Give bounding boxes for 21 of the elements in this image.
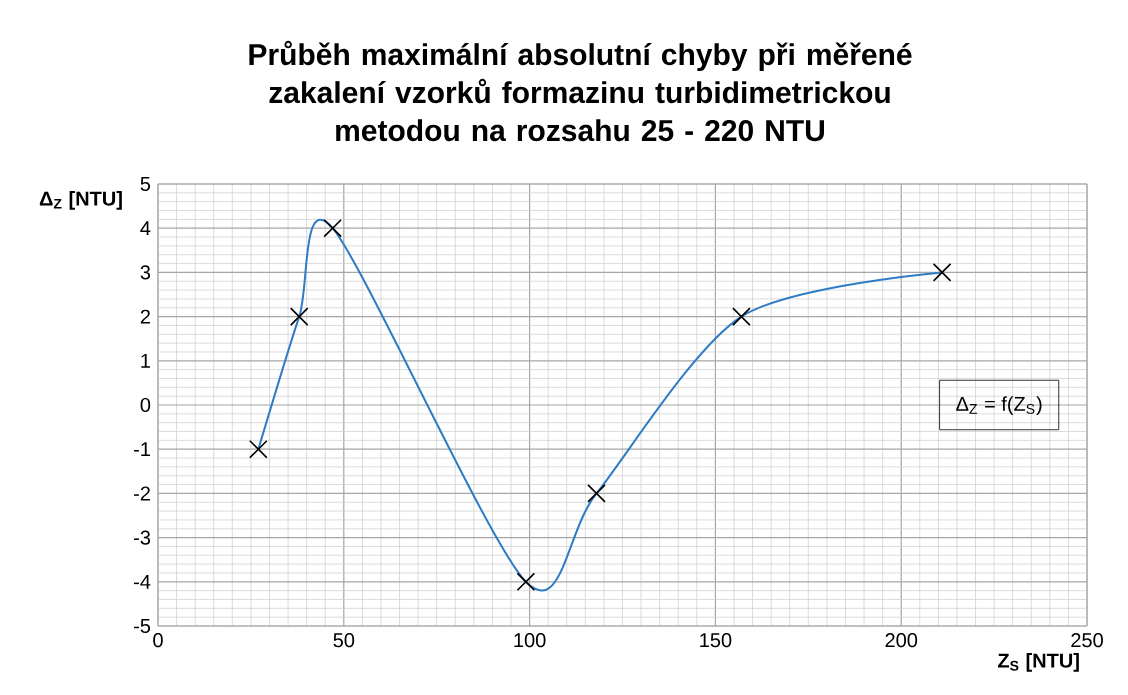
y-tick-label: -4 — [134, 574, 151, 589]
chart-title: Průběh maximální absolutní chyby při měřené zakalení vzorků formazinu turbidimetrickou metodou na rozsahu 25 - 220 NTU — [249, 40, 912, 142]
y-tick-label: -3 — [134, 530, 151, 545]
y-tick-label: 5 — [140, 177, 151, 191]
y-tick-label: -1 — [134, 442, 150, 457]
x-tick-label: 250 — [1071, 633, 1103, 648]
x-tick-label: 0 — [153, 633, 163, 648]
y-tick-label: 3 — [140, 265, 151, 280]
y-tick-label: 0 — [140, 397, 151, 413]
y-tick-label: -5 — [134, 619, 151, 633]
x-axis-title: Z$_{S}$ [NTU] — [998, 653, 1079, 672]
x-tick-label: 150 — [700, 633, 732, 648]
x-tick-label: 100 — [514, 633, 546, 648]
x-tick-label: 50 — [333, 633, 355, 648]
y-tick-label: 4 — [140, 221, 151, 236]
text: Δ$_{Z}$ = f(Z$_{S}$) — [956, 396, 1042, 415]
y-tick-label: 1 — [141, 353, 150, 368]
y-tick-label: 2 — [140, 309, 150, 324]
y-tick-label: -2 — [134, 486, 150, 501]
y-axis-title: Δ$_{Z}$ [NTU] — [39, 191, 122, 210]
x-tick-label: 200 — [885, 633, 918, 648]
